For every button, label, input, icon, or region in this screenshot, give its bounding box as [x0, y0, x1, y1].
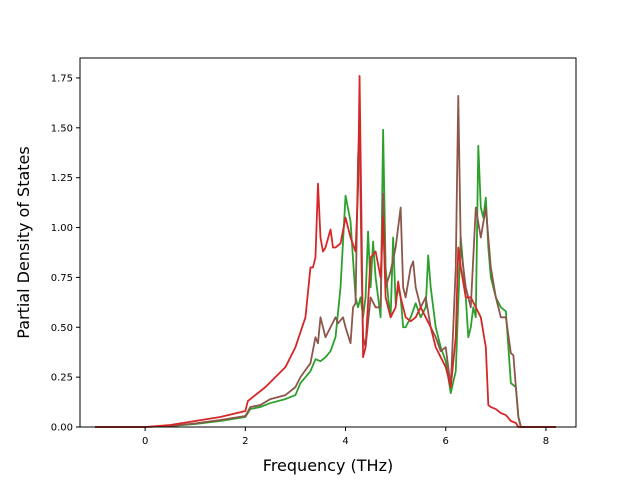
y-axis-label: Partial Density of States: [14, 146, 33, 338]
x-tick-label: 2: [242, 436, 248, 447]
y-tick-label: 0.00: [51, 423, 73, 434]
pdos-series-line-3: [95, 75, 556, 428]
x-axis-label: Frequency (THz): [263, 456, 393, 475]
x-tick-label: 8: [543, 436, 549, 447]
y-tick-label: 1.00: [51, 223, 73, 234]
y-tick-label: 1.25: [51, 173, 73, 184]
y-tick-label: 1.50: [51, 123, 73, 134]
series-layer: [95, 75, 556, 428]
x-tick-label: 6: [443, 436, 449, 447]
y-tick-label: 1.75: [51, 73, 73, 84]
ticks-layer: 0 2 4 6 8 0.00 0.25 0.50 0.75 1.00 1.25 1.50 1.75: [51, 73, 549, 447]
pdos-series-line-1: [95, 128, 556, 428]
y-tick-label: 0.75: [51, 273, 73, 284]
x-tick-label: 0: [142, 436, 148, 447]
y-tick-label: 0.50: [51, 323, 73, 334]
y-tick-label: 0.25: [51, 373, 73, 384]
x-tick-label: 4: [342, 436, 348, 447]
plot-frame: [79, 57, 577, 428]
